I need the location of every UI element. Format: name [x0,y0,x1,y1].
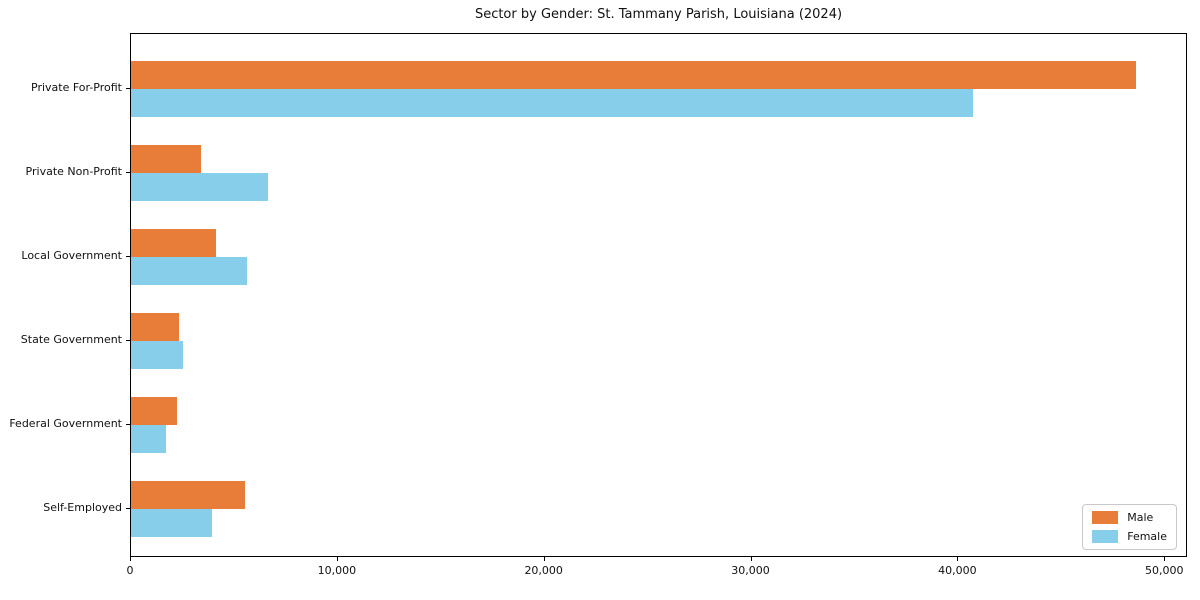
plot-area: Male Female [130,33,1187,557]
bar-male-private-non-profit [131,145,202,173]
y-tick-label-local-government: Local Government [21,249,122,262]
y-tick-mark [126,172,130,173]
legend-label-female: Female [1127,530,1167,543]
chart-title: Sector by Gender: St. Tammany Parish, Lo… [474,7,843,22]
y-tick-mark [126,256,130,257]
bar-male-federal-government [131,397,177,425]
x-tick-label-20000: 20,000 [524,564,563,577]
y-tick-label-self-employed: Self-Employed [43,501,122,514]
bar-female-federal-government [131,425,167,453]
legend-swatch-male [1092,511,1119,524]
x-tick-mark [543,557,545,561]
y-tick-mark [126,424,130,425]
legend-item-female: Female [1092,530,1167,543]
x-tick-mark [336,557,338,561]
y-tick-mark [126,508,130,509]
bar-male-local-government [131,229,216,257]
legend-label-male: Male [1127,511,1154,524]
x-tick-label-30000: 30,000 [731,564,770,577]
y-tick-label-federal-government: Federal Government [9,417,122,430]
x-tick-label-10000: 10,000 [317,564,357,577]
x-tick-mark [750,557,752,561]
legend: Male Female [1082,504,1177,550]
legend-swatch-female [1092,530,1119,543]
bar-male-state-government [131,313,179,341]
x-tick-label-50000: 50,000 [1144,564,1184,577]
y-tick-label-private-non-profit: Private Non-Profit [25,165,122,178]
y-tick-label-state-government: State Government [20,333,122,346]
x-tick-mark [957,557,959,561]
x-tick-mark [130,557,131,561]
y-tick-label-private-for-profit: Private For-Profit [31,81,122,94]
x-tick-mark [1164,557,1166,561]
y-tick-mark [126,340,130,341]
legend-item-male: Male [1092,511,1167,524]
bar-female-local-government [131,257,247,285]
x-tick-label-40000: 40,000 [938,564,977,577]
x-tick-label-0: 0 [126,564,134,577]
y-tick-mark [126,88,130,89]
bar-female-self-employed [131,509,212,537]
bar-male-private-for-profit [131,61,1137,89]
bar-female-private-for-profit [131,89,973,117]
bar-male-self-employed [131,481,245,509]
bar-female-state-government [131,341,183,369]
bar-female-private-non-profit [131,173,268,201]
